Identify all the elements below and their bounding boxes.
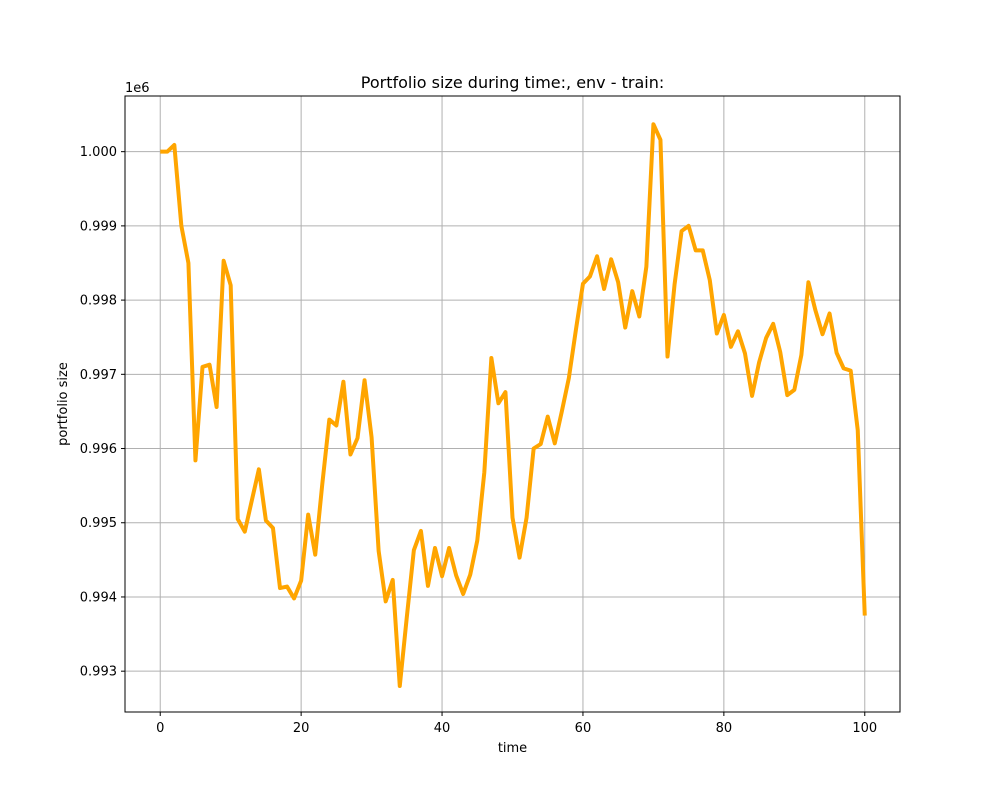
series-line (160, 122, 867, 689)
x-tick-label: 20 (293, 721, 310, 736)
y-tick-label: 0.994 (80, 590, 117, 605)
y-tick-label: 0.995 (80, 516, 117, 531)
y-tick-label: 0.998 (80, 294, 117, 309)
x-tick-label: 80 (716, 721, 733, 736)
ticks: 0 20 40 60 80 100 0.993 0.994 0.995 0.996 0.997 0.9… (80, 145, 877, 736)
y-tick-label: 0.996 (80, 442, 117, 457)
x-tick-label: 0 (156, 721, 164, 736)
y-axis-offset-label: 1e6 (125, 81, 150, 96)
y-tick-label: 1.000 (80, 145, 117, 160)
y-tick-label: 0.993 (80, 665, 117, 680)
x-tick-label: 40 (434, 721, 451, 736)
y-tick-label: 0.999 (80, 219, 117, 234)
y-axis-label: portfolio size (56, 362, 71, 446)
plot-area-frame (124, 95, 901, 713)
x-tick-label: 100 (852, 721, 877, 736)
chart-title: Portfolio size during time:, env - train… (361, 73, 664, 92)
y-tick-label: 0.997 (80, 368, 117, 383)
x-tick-label: 60 (575, 721, 592, 736)
grid (125, 96, 900, 712)
x-axis-label: time (498, 741, 527, 756)
